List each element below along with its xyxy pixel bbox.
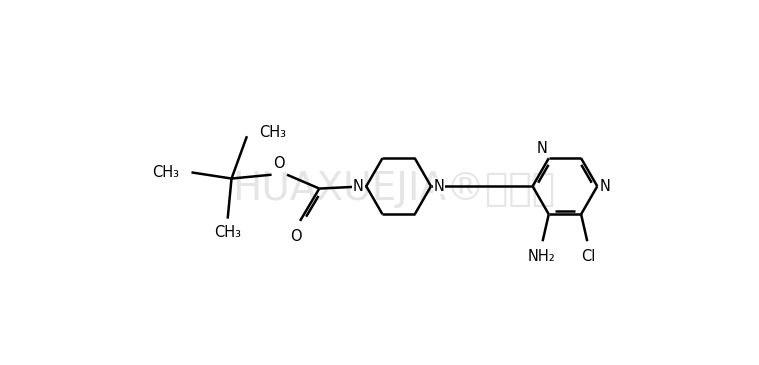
- Text: NH₂: NH₂: [528, 249, 555, 264]
- Text: HUAXUEJIA®化学加: HUAXUEJIA®化学加: [231, 170, 555, 208]
- Text: CH₃: CH₃: [214, 225, 241, 240]
- Text: N: N: [433, 179, 444, 194]
- Text: N: N: [537, 141, 547, 156]
- Text: Cl: Cl: [581, 249, 596, 264]
- Text: O: O: [291, 228, 302, 243]
- Text: N: N: [353, 179, 364, 194]
- Text: O: O: [273, 156, 285, 171]
- Text: CH₃: CH₃: [152, 165, 179, 180]
- Text: CH₃: CH₃: [260, 125, 286, 140]
- Text: N: N: [600, 179, 610, 194]
